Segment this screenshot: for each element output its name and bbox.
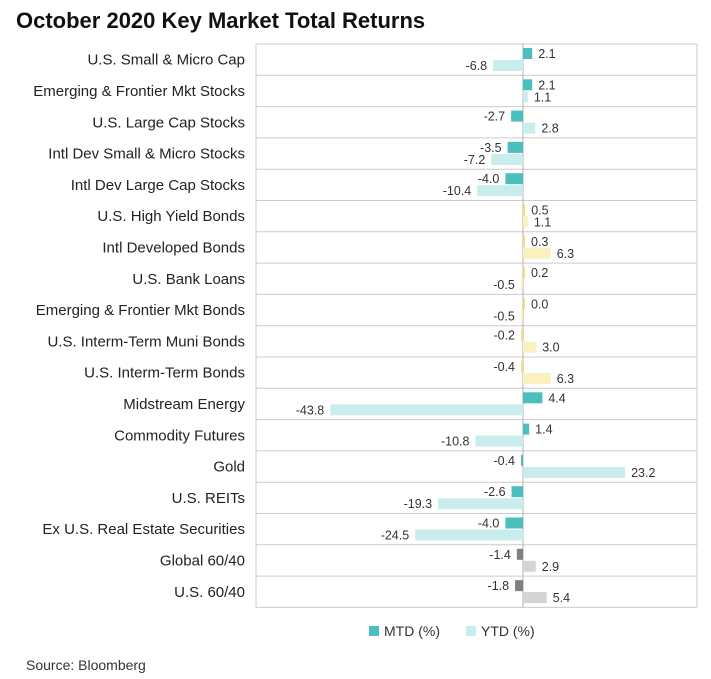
ytd-value-label: 23.2 bbox=[631, 466, 655, 480]
ytd-value-label: 2.8 bbox=[541, 122, 558, 136]
mtd-value-label: 0.2 bbox=[531, 266, 548, 280]
category-label: U.S. Small & Micro Cap bbox=[87, 52, 245, 69]
category-label: U.S. Interm-Term Bonds bbox=[84, 365, 245, 382]
ytd-bar bbox=[491, 153, 523, 165]
category-label: Emerging & Frontier Mkt Bonds bbox=[36, 302, 245, 319]
mtd-bar bbox=[521, 361, 523, 372]
ytd-bar bbox=[523, 373, 551, 384]
mtd-value-label: -1.4 bbox=[489, 548, 511, 562]
mtd-bar bbox=[507, 141, 523, 153]
category-label: Commodity Futures bbox=[114, 427, 245, 444]
mtd-value-label: -2.7 bbox=[484, 110, 506, 124]
category-label: U.S. Interm-Term Muni Bonds bbox=[47, 333, 245, 350]
mtd-bar bbox=[505, 173, 523, 185]
mtd-bar bbox=[505, 517, 523, 529]
ytd-bar bbox=[523, 91, 528, 103]
ytd-bar bbox=[475, 435, 523, 447]
mtd-value-label: 0.3 bbox=[531, 235, 548, 249]
mtd-value-label: 1.4 bbox=[535, 423, 552, 437]
legend-mtd-swatch bbox=[369, 626, 379, 636]
ytd-value-label: -19.3 bbox=[404, 497, 433, 511]
ytd-value-label: 6.3 bbox=[557, 372, 574, 386]
category-label: Gold bbox=[213, 459, 245, 476]
ytd-value-label: 3.0 bbox=[542, 341, 559, 355]
category-label: Emerging & Frontier Mkt Stocks bbox=[33, 83, 245, 100]
ytd-value-label: -6.8 bbox=[466, 59, 488, 73]
ytd-value-label: -10.4 bbox=[443, 184, 472, 198]
mtd-bar bbox=[516, 548, 523, 560]
ytd-bar bbox=[330, 404, 523, 416]
ytd-bar bbox=[523, 560, 536, 572]
ytd-value-label: 2.9 bbox=[542, 560, 559, 574]
mtd-bar bbox=[521, 329, 523, 341]
ytd-bar bbox=[523, 122, 536, 134]
mtd-bar bbox=[521, 454, 523, 466]
mtd-bar bbox=[523, 79, 533, 91]
mtd-bar bbox=[523, 204, 526, 216]
mtd-bar bbox=[523, 298, 525, 310]
category-label: U.S. REITs bbox=[172, 490, 245, 507]
mtd-bar bbox=[523, 235, 525, 247]
ytd-bar bbox=[523, 341, 537, 353]
source-note: Source: Bloomberg bbox=[26, 657, 146, 673]
ytd-value-label: -0.5 bbox=[493, 278, 515, 292]
ytd-value-label: -0.5 bbox=[493, 309, 515, 323]
ytd-value-label: -43.8 bbox=[296, 403, 325, 417]
mtd-value-label: 2.1 bbox=[538, 78, 555, 92]
mtd-bar bbox=[511, 110, 523, 122]
ytd-bar bbox=[438, 498, 523, 510]
ytd-value-label: 1.1 bbox=[534, 216, 551, 230]
mtd-value-label: 0.5 bbox=[531, 204, 548, 218]
ytd-value-label: -7.2 bbox=[464, 153, 486, 167]
category-label: Midstream Energy bbox=[123, 396, 245, 413]
category-label: Intl Dev Large Cap Stocks bbox=[71, 177, 245, 194]
mtd-value-label: -0.2 bbox=[493, 329, 515, 343]
chart-title: October 2020 Key Market Total Returns bbox=[16, 8, 426, 33]
ytd-bar bbox=[415, 529, 523, 541]
category-label: U.S. High Yield Bonds bbox=[97, 208, 245, 225]
mtd-value-label: -2.6 bbox=[484, 485, 506, 499]
category-label: Intl Dev Small & Micro Stocks bbox=[48, 146, 245, 163]
ytd-bar bbox=[520, 310, 523, 322]
mtd-bar bbox=[523, 392, 543, 404]
ytd-value-label: -24.5 bbox=[381, 529, 410, 543]
mtd-value-label: -0.4 bbox=[493, 454, 515, 468]
category-label: Ex U.S. Real Estate Securities bbox=[42, 521, 245, 538]
legend-mtd-label: MTD (%) bbox=[384, 623, 440, 639]
mtd-value-label: 4.4 bbox=[548, 391, 565, 405]
category-label: Intl Developed Bonds bbox=[102, 239, 245, 256]
mtd-bar bbox=[511, 486, 523, 498]
mtd-value-label: -4.0 bbox=[478, 517, 500, 531]
category-label: U.S. Large Cap Stocks bbox=[92, 114, 245, 131]
ytd-bar bbox=[523, 466, 626, 478]
ytd-value-label: -10.8 bbox=[441, 435, 470, 449]
ytd-bar bbox=[523, 592, 547, 604]
ytd-bar bbox=[493, 60, 523, 71]
category-label: U.S. Bank Loans bbox=[132, 271, 245, 288]
category-label: U.S. 60/40 bbox=[174, 584, 245, 601]
mtd-bar bbox=[515, 580, 523, 592]
legend-ytd-swatch bbox=[466, 626, 476, 636]
mtd-value-label: -0.4 bbox=[493, 360, 515, 374]
mtd-value-label: -1.8 bbox=[488, 579, 510, 593]
mtd-value-label: 0.0 bbox=[531, 297, 548, 311]
mtd-value-label: 2.1 bbox=[538, 47, 555, 61]
ytd-bar bbox=[523, 247, 551, 259]
mtd-value-label: -3.5 bbox=[480, 141, 502, 155]
legend-ytd-label: YTD (%) bbox=[481, 623, 535, 639]
ytd-value-label: 1.1 bbox=[534, 90, 551, 104]
mtd-value-label: -4.0 bbox=[478, 172, 500, 186]
ytd-value-label: 6.3 bbox=[557, 247, 574, 261]
ytd-bar bbox=[520, 279, 523, 291]
ytd-bar bbox=[477, 185, 523, 197]
mtd-bar bbox=[523, 423, 530, 435]
ytd-value-label: 5.4 bbox=[553, 591, 570, 605]
ytd-bar bbox=[523, 216, 528, 228]
mtd-bar bbox=[523, 48, 533, 59]
category-label: Global 60/40 bbox=[160, 552, 245, 569]
mtd-bar bbox=[523, 267, 525, 279]
